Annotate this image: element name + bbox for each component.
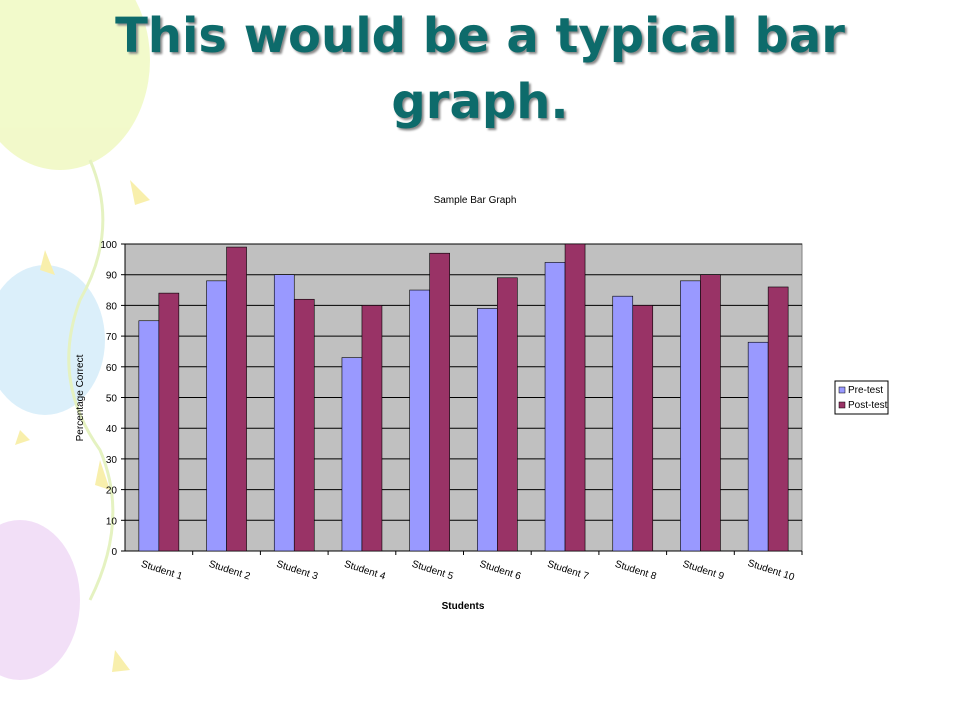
bar [341,357,363,552]
y-tick-label: 50 [106,394,118,405]
legend-label: Pre-test [848,385,883,396]
x-tick-label: Student 2 [207,559,252,583]
bar [477,308,498,552]
y-tick-label: 100 [100,240,117,251]
bar [206,280,227,552]
bar [429,252,450,552]
x-tick-label: Student 8 [613,559,658,583]
chart: Sample Bar Graph Students Percentage Cor… [75,195,889,612]
bar [767,286,789,552]
bar [544,262,566,552]
legend-swatch [838,386,846,394]
bar [497,277,518,552]
bar [158,292,180,552]
y-tick-label: 60 [106,363,118,374]
y-tick-label: 10 [106,516,118,527]
x-tick-label: Student 9 [681,559,726,583]
y-tick-label: 90 [106,271,118,282]
x-tick-label: Student 1 [140,559,185,583]
y-tick-label: 70 [106,332,118,343]
y-tick-label: 80 [106,301,118,312]
bar [361,305,383,552]
background-decoration [0,0,150,680]
legend-swatch [838,401,846,409]
x-tick-label: Student 6 [478,559,523,583]
bar [632,305,654,552]
legend-label: Post-test [848,400,888,411]
legend-box [834,380,889,415]
bar [680,280,701,552]
x-tick-label: Student 5 [410,559,455,583]
bar [226,246,247,552]
y-tick-label: 20 [106,486,118,497]
bar [700,274,721,552]
bar [564,243,586,552]
bar [747,341,769,552]
y-tick-label: 40 [106,424,118,435]
y-axis-label: Percentage Correct [75,354,86,441]
x-tick-label: Student 7 [546,559,591,583]
bar [138,320,160,552]
slide-title: This would be a typical bar graph. [115,8,845,130]
chart-title: Sample Bar Graph [434,195,517,206]
bar [293,298,315,552]
bar [273,274,295,552]
bar [612,295,634,552]
y-tick-label: 0 [111,547,117,558]
x-tick-label: Student 10 [746,558,796,584]
x-tick-label: Student 4 [343,559,388,583]
x-tick-label: Student 3 [275,559,320,583]
bar [409,289,430,552]
y-tick-label: 30 [106,455,118,466]
x-axis-label: Students [442,601,485,612]
